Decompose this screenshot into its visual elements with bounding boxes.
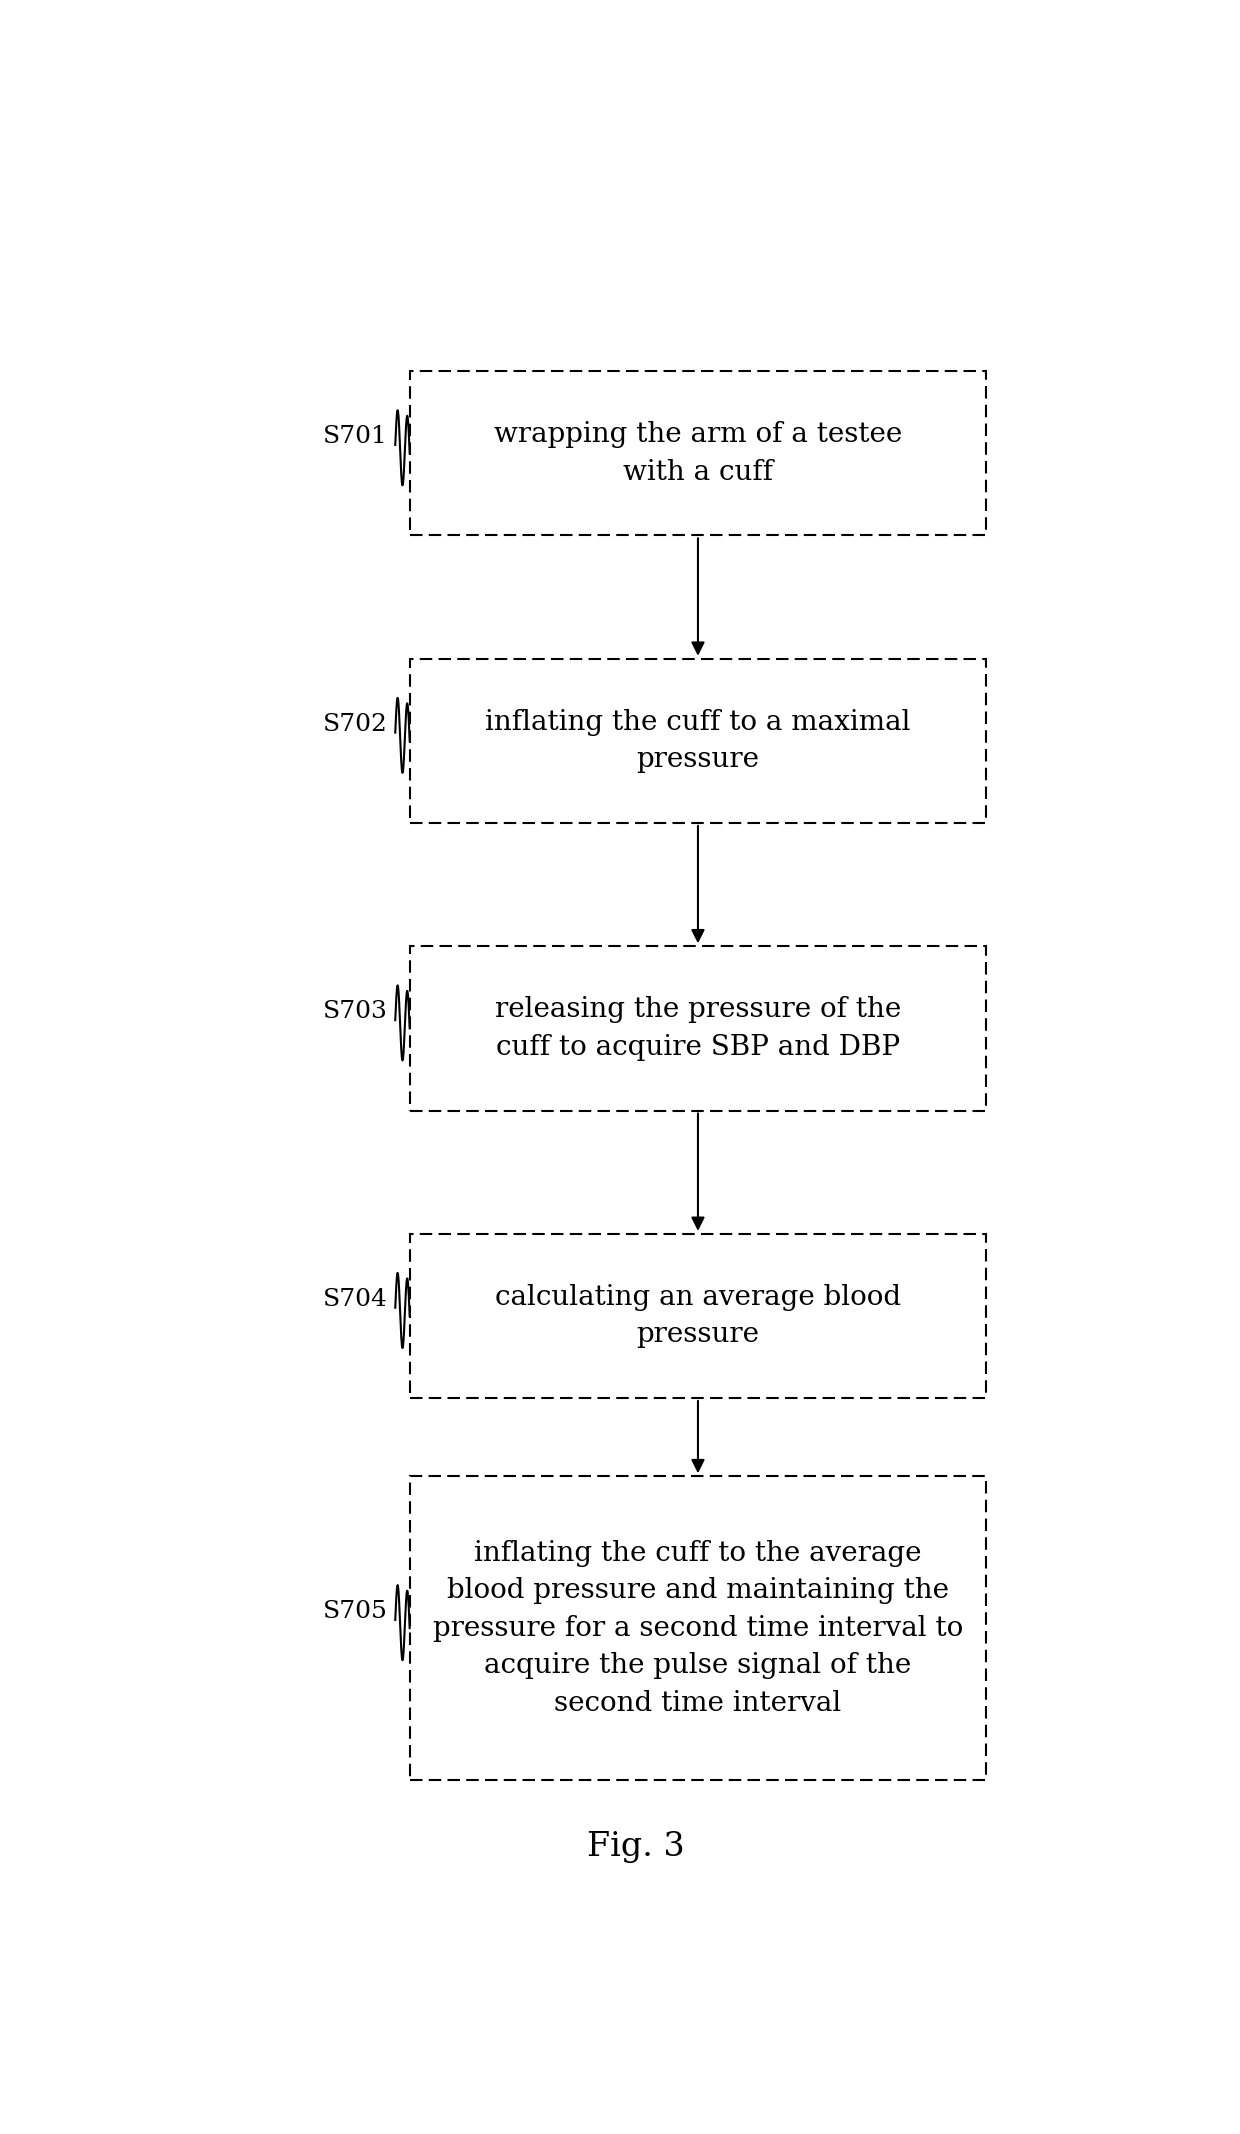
Bar: [409, 1477, 986, 1780]
Text: wrapping the arm of a testee
with a cuff: wrapping the arm of a testee with a cuff: [494, 420, 901, 487]
Text: S702: S702: [324, 713, 388, 736]
Text: S701: S701: [324, 425, 388, 448]
Text: S704: S704: [324, 1289, 388, 1310]
Text: inflating the cuff to a maximal
pressure: inflating the cuff to a maximal pressure: [485, 708, 910, 773]
Text: S705: S705: [324, 1600, 388, 1624]
Text: S703: S703: [324, 1001, 388, 1024]
Bar: [409, 945, 986, 1110]
Bar: [409, 659, 986, 824]
Text: Fig. 3: Fig. 3: [587, 1831, 684, 1863]
Bar: [409, 371, 986, 536]
Bar: [409, 1233, 986, 1398]
Text: releasing the pressure of the
cuff to acquire SBP and DBP: releasing the pressure of the cuff to ac…: [495, 997, 901, 1061]
Text: inflating the cuff to the average
blood pressure and maintaining the
pressure fo: inflating the cuff to the average blood …: [433, 1539, 963, 1716]
Text: calculating an average blood
pressure: calculating an average blood pressure: [495, 1285, 901, 1349]
